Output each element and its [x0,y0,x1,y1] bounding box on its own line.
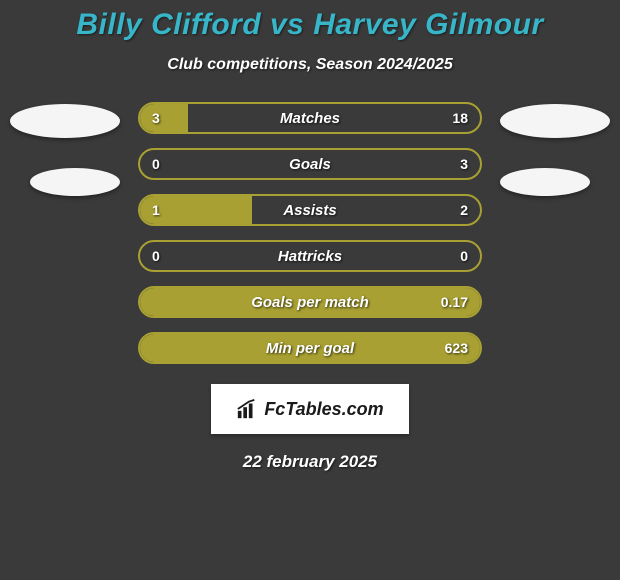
stat-bar-matches: 3Matches18 [138,102,482,134]
bar-value-p2: 3 [460,150,468,178]
brand-text: FcTables.com [264,399,383,420]
date-line: 22 february 2025 [0,452,620,472]
player1-avatar-1 [10,104,120,138]
bar-value-p2: 623 [445,334,468,362]
bar-label: Goals per match [140,288,480,316]
player2-avatar-col [500,102,610,196]
stat-bar-hattricks: 0Hattricks0 [138,240,482,272]
stats-area: 3Matches180Goals31Assists20Hattricks0Goa… [0,102,620,364]
subtitle: Club competitions, Season 2024/2025 [0,56,620,74]
bar-value-p2: 2 [460,196,468,224]
player1-avatar-col [10,102,120,196]
player2-avatar-2 [500,168,590,196]
bar-label: Hattricks [140,242,480,270]
bar-label: Goals [140,150,480,178]
page-title: Billy Clifford vs Harvey Gilmour [0,8,620,42]
bar-label: Matches [140,104,480,132]
player1-avatar-2 [30,168,120,196]
chart-icon [236,398,258,420]
bar-label: Assists [140,196,480,224]
comparison-card: Billy Clifford vs Harvey Gilmour Club co… [0,0,620,472]
brand-box[interactable]: FcTables.com [211,384,409,434]
bar-label: Min per goal [140,334,480,362]
stat-bar-assists: 1Assists2 [138,194,482,226]
stat-bar-goals-per-match: Goals per match0.17 [138,286,482,318]
bar-value-p2: 0 [460,242,468,270]
stat-bar-goals: 0Goals3 [138,148,482,180]
bar-value-p2: 18 [452,104,468,132]
stat-bar-min-per-goal: Min per goal623 [138,332,482,364]
player2-avatar-1 [500,104,610,138]
bar-value-p2: 0.17 [441,288,468,316]
stat-bars: 3Matches180Goals31Assists20Hattricks0Goa… [138,102,482,364]
